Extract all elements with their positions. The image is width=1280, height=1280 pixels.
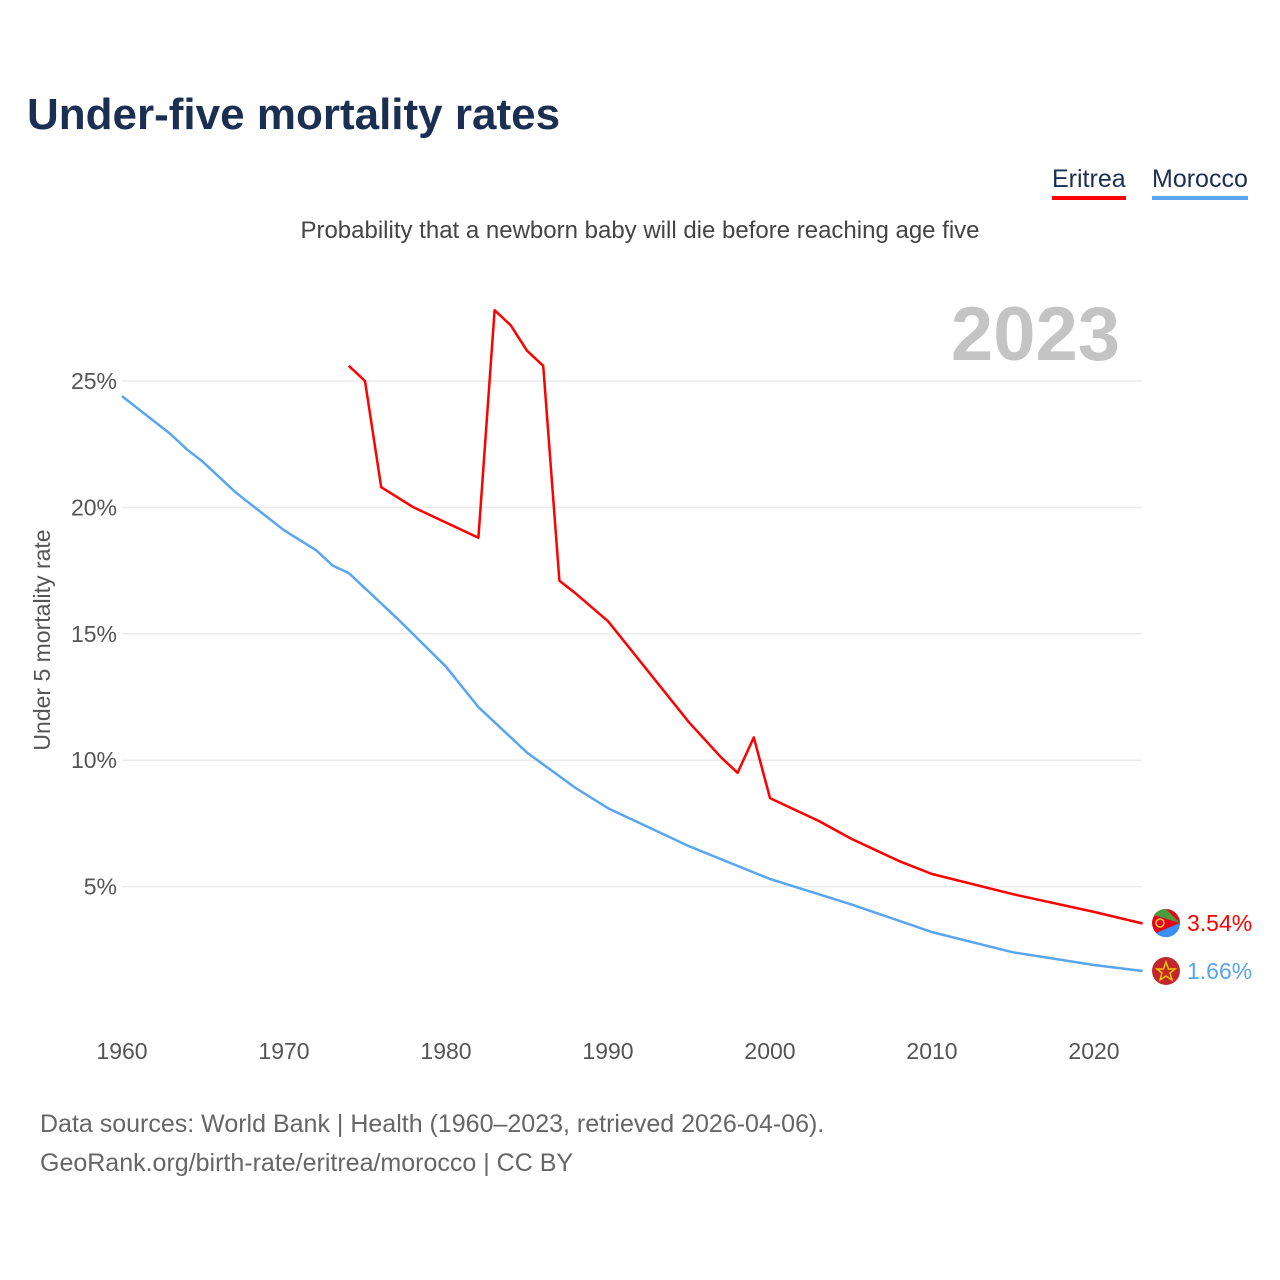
chart-title: Under-five mortality rates: [27, 90, 561, 139]
y-tick-label: 5%: [84, 874, 117, 900]
y-tick-label: 25%: [71, 368, 117, 394]
flag-emblem: [1155, 918, 1165, 928]
source-note: Data sources: World Bank | Health (1960–…: [40, 1105, 824, 1183]
x-tick-label: 1960: [96, 1038, 147, 1064]
x-tick-label: 1980: [420, 1038, 471, 1064]
chart-subtitle: Probability that a newborn baby will die…: [300, 217, 980, 244]
year-label: 2023: [951, 292, 1120, 377]
x-tick-label: 1970: [258, 1038, 309, 1064]
x-tick-label: 1990: [582, 1038, 633, 1064]
end-value-label: 3.54%: [1187, 910, 1252, 936]
x-tick-label: 2010: [906, 1038, 957, 1064]
source-line-2[interactable]: GeoRank.org/birth-rate/eritrea/morocco |…: [40, 1149, 574, 1177]
y-axis-label: Under 5 mortality rate: [29, 529, 55, 750]
morocco-flag-icon: [1152, 957, 1180, 985]
y-tick-label: 15%: [71, 621, 117, 647]
end-value-label: 1.66%: [1187, 958, 1252, 984]
flag-blue-segment: [1156, 923, 1181, 938]
legend-eritrea[interactable]: Eritrea: [1052, 165, 1126, 200]
y-tick-label: 10%: [71, 747, 117, 773]
series-line-morocco: [121, 395, 1143, 973]
source-line-1: Data sources: World Bank | Health (1960–…: [40, 1110, 825, 1138]
x-tick-label: 2020: [1068, 1038, 1119, 1064]
series-line-eritrea: [347, 308, 1143, 925]
y-tick-label: 20%: [71, 494, 117, 520]
legend-morocco[interactable]: Morocco: [1152, 165, 1248, 200]
flag-star: [1154, 959, 1178, 982]
x-tick-label: 2000: [744, 1038, 795, 1064]
flag-green-segment: [1154, 908, 1180, 923]
